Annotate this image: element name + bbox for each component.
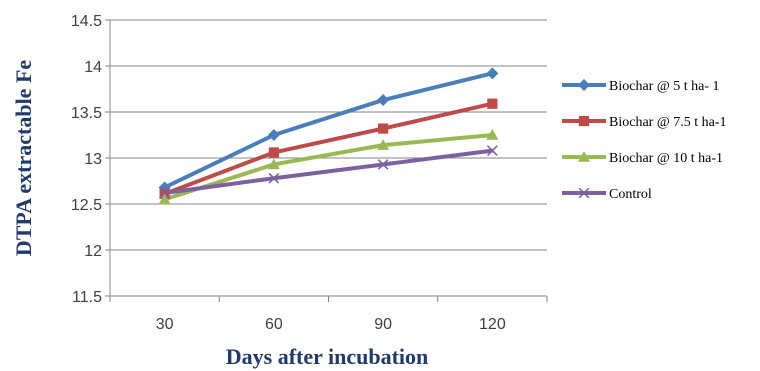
y-tick-label: 14 — [84, 59, 102, 76]
data-point-marker — [158, 193, 171, 205]
y-tick-label: 12.5 — [71, 197, 102, 214]
x-tick-label: 30 — [156, 316, 174, 333]
x-tick-label: 120 — [479, 316, 506, 333]
y-tick-label: 11.5 — [72, 289, 102, 306]
y-tick-label: 12 — [84, 243, 102, 260]
y-axis-title: DTPA extractable Fe — [11, 60, 36, 257]
data-point-marker — [268, 147, 279, 158]
x-tick-label: 60 — [265, 316, 283, 333]
x-tick-label: 90 — [374, 316, 392, 333]
series-lines — [163, 71, 493, 202]
data-point-marker — [159, 187, 170, 199]
series-line-4 — [164, 148, 493, 195]
data-point-marker — [377, 139, 390, 150]
series-line-1 — [163, 71, 493, 190]
legend-marker — [578, 115, 590, 127]
legend-label: Biochar @ 5 t ha- 1 — [609, 79, 719, 94]
data-point-marker — [378, 123, 389, 134]
x-tick-labels: 30 60 90 120 — [156, 316, 506, 333]
x-axis — [109, 20, 548, 302]
series-line-2 — [163, 101, 493, 196]
data-point-marker — [487, 145, 498, 157]
legend-marker — [578, 151, 590, 162]
data-point-marker — [377, 94, 390, 107]
data-point-marker — [487, 98, 498, 109]
legend-label: Biochar @ 10 t ha-1 — [609, 151, 723, 166]
data-point-marker — [377, 159, 389, 170]
data-point-marker — [486, 67, 499, 80]
data-point-marker — [486, 129, 499, 140]
legend-marker — [578, 187, 590, 199]
y-tick-label: 13 — [84, 151, 102, 168]
legend-label: Biochar @ 7.5 t ha-1 — [609, 115, 726, 130]
legend-label: Control — [609, 187, 652, 202]
series-line-3 — [164, 133, 493, 202]
legend-marker — [578, 79, 590, 91]
y-tick-label: 14.5 — [71, 13, 102, 30]
data-point-marker — [267, 129, 280, 141]
x-axis-title: Days after incubation — [226, 344, 429, 369]
data-point-marker — [267, 158, 280, 170]
legend: Biochar @ 5 t ha- 1 Biochar @ 7.5 t ha-1 B… — [562, 79, 726, 202]
series-markers — [158, 67, 499, 205]
y-tick-labels: 11.5 12 12.5 13 13.5 14 14.5 — [71, 13, 102, 306]
y-tick-label: 13.5 — [71, 105, 102, 122]
gridlines — [105, 19, 547, 297]
data-point-marker — [268, 172, 280, 184]
